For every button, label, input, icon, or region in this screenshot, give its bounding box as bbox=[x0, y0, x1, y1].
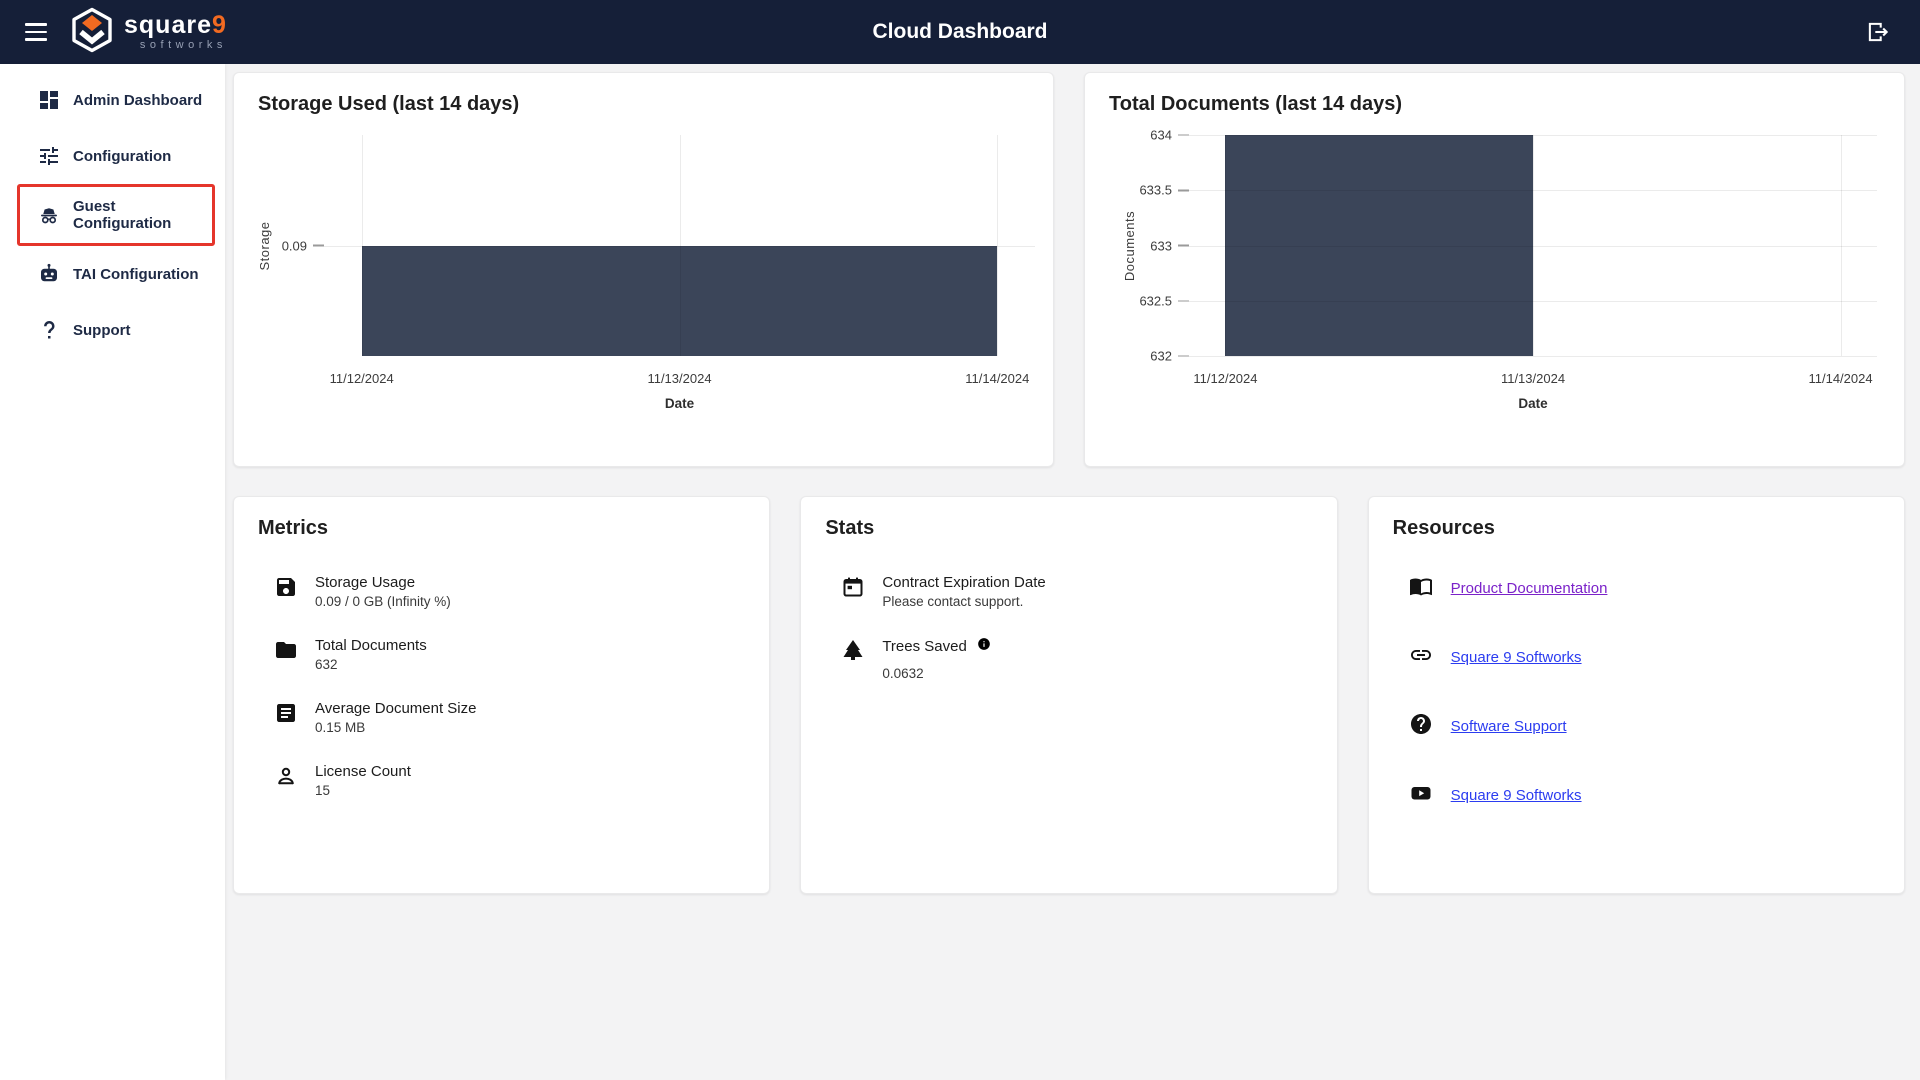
storage-xaxis-label: Date bbox=[664, 396, 695, 411]
resources-title: Resources bbox=[1392, 517, 1495, 539]
square9-hexagon-icon bbox=[70, 7, 114, 58]
storage-yaxis-label: Storage bbox=[257, 220, 272, 271]
page-title: Cloud Dashboard bbox=[872, 20, 1048, 43]
document-icon bbox=[274, 701, 298, 730]
storage-xtick-2: 11/13/2024 bbox=[647, 371, 712, 386]
brand-wordmark: square9 bbox=[124, 11, 227, 39]
dashboard-icon bbox=[40, 91, 58, 109]
brand-sub-wordmark: softworks bbox=[139, 39, 227, 51]
link-icon bbox=[1409, 643, 1433, 672]
menu-hamburger-icon[interactable] bbox=[16, 12, 56, 52]
metrics-title: Metrics bbox=[258, 517, 329, 539]
tune-icon bbox=[40, 147, 58, 165]
sidebar: Admin Dashboard Configuration bbox=[0, 64, 225, 1080]
sidebar-item-guest-configuration[interactable]: Guest Configuration bbox=[20, 187, 212, 243]
metric-license-count: License Count 15 bbox=[258, 763, 745, 798]
main-content: Storage Used (last 14 days) 0.09 Storage… bbox=[225, 64, 1920, 1080]
storage-xtick-1: 11/12/2024 bbox=[329, 371, 394, 386]
documents-xtick-3: 11/14/2024 bbox=[1808, 371, 1873, 386]
documents-xtick-1: 11/12/2024 bbox=[1193, 371, 1258, 386]
sidebar-item-configuration[interactable]: Configuration bbox=[0, 128, 225, 184]
resource-square9-youtube: Square 9 Softworks bbox=[1393, 781, 1880, 810]
incognito-icon bbox=[41, 208, 57, 224]
stats-title: Stats bbox=[825, 517, 875, 539]
sidebar-item-tai-configuration[interactable]: TAI Configuration bbox=[0, 246, 225, 302]
stat-contract-expiration: Contract Expiration Date Please contact … bbox=[825, 574, 1312, 609]
documents-area-fill bbox=[1225, 135, 1533, 356]
book-icon bbox=[1409, 574, 1433, 603]
metric-average-document-size: Average Document Size 0.15 MB bbox=[258, 700, 745, 735]
person-icon bbox=[274, 764, 298, 793]
active-item-highlight: Guest Configuration bbox=[17, 184, 215, 246]
save-icon bbox=[274, 575, 298, 604]
documents-xtick-2: 11/13/2024 bbox=[1500, 371, 1566, 386]
robot-icon bbox=[41, 263, 57, 282]
tree-icon bbox=[841, 638, 865, 667]
calendar-icon bbox=[841, 575, 865, 604]
help-icon bbox=[1409, 712, 1433, 741]
brand-logo: square9 softworks bbox=[70, 7, 227, 58]
resource-product-documentation: Product Documentation bbox=[1393, 574, 1880, 603]
stat-trees-saved: Trees Saved 0.0632 bbox=[825, 637, 1312, 681]
question-icon bbox=[44, 321, 55, 339]
folder-icon bbox=[274, 638, 298, 667]
documents-xaxis-label: Date bbox=[1518, 396, 1548, 411]
stats-card: Stats bbox=[800, 496, 1338, 894]
metrics-card: Metrics Storage Usage 0.09 / 0 GB (Infin… bbox=[233, 496, 771, 894]
logout-icon[interactable] bbox=[1862, 16, 1894, 48]
sidebar-item-support[interactable]: Support bbox=[0, 302, 225, 358]
info-icon[interactable] bbox=[977, 637, 991, 656]
storage-used-chart-card: Storage Used (last 14 days) 0.09 Storage… bbox=[233, 72, 1054, 467]
storage-chart-plot: 0.09 Storage 11/12/2024 11/13/2024 11/14… bbox=[257, 135, 1035, 411]
storage-ytick: 0.09 bbox=[282, 238, 324, 253]
youtube-icon bbox=[1409, 781, 1433, 810]
storage-area-fill bbox=[361, 245, 998, 356]
storage-chart-title: Storage Used (last 14 days) bbox=[258, 93, 520, 115]
resources-card: Resources Product Documentation bbox=[1367, 496, 1905, 894]
documents-chart-title: Total Documents (last 14 days) bbox=[1109, 93, 1403, 115]
topbar: square9 softworks Cloud Dashboard bbox=[0, 0, 1920, 64]
documents-yaxis-label: Documents bbox=[1122, 210, 1137, 281]
metric-storage-usage: Storage Usage 0.09 / 0 GB (Infinity %) bbox=[258, 574, 745, 609]
sidebar-item-admin-dashboard[interactable]: Admin Dashboard bbox=[0, 72, 225, 128]
documents-chart-plot: 634 633.5 633 632.5 632 Documents 11/12/… bbox=[1122, 128, 1877, 411]
resource-software-support: Software Support bbox=[1393, 712, 1880, 741]
storage-xtick-3: 11/14/2024 bbox=[965, 371, 1030, 386]
resource-square9-website: Square 9 Softworks bbox=[1393, 643, 1880, 672]
total-documents-chart-card: Total Documents (last 14 days) 634 633.5 bbox=[1084, 72, 1905, 467]
metric-total-documents: Total Documents 632 bbox=[258, 637, 745, 672]
